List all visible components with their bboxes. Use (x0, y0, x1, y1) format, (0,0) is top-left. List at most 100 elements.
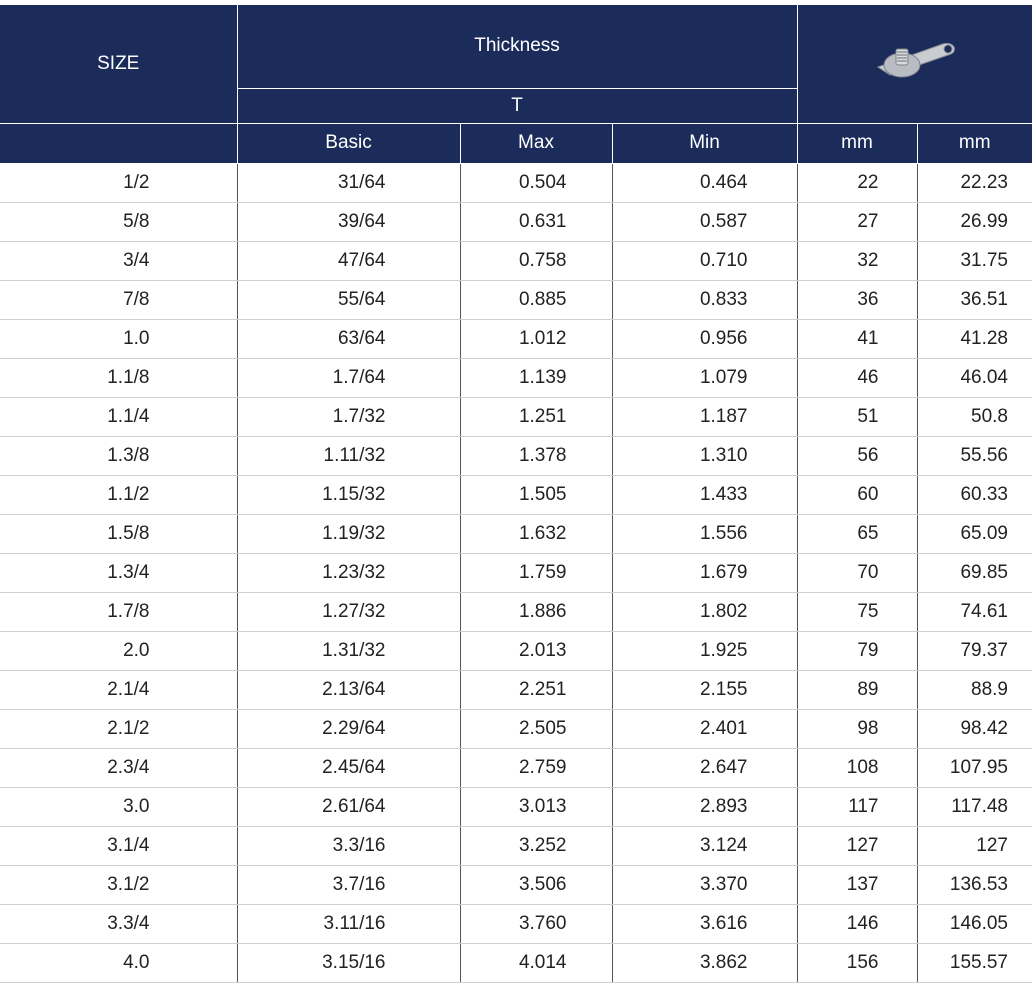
table-cell: 60.33 (917, 475, 1032, 514)
table-cell: 1.310 (612, 436, 797, 475)
table-cell: 2.401 (612, 709, 797, 748)
table-cell: 3.3/4 (0, 904, 237, 943)
table-cell: 56 (797, 436, 917, 475)
table-cell: 3.013 (460, 787, 612, 826)
table-cell: 75 (797, 592, 917, 631)
table-cell: 2.45/64 (237, 748, 460, 787)
table-cell: 1.19/32 (237, 514, 460, 553)
table-cell: 55.56 (917, 436, 1032, 475)
table-cell: 127 (797, 826, 917, 865)
table-cell: 1.3/8 (0, 436, 237, 475)
table-cell: 26.99 (917, 202, 1032, 241)
table-cell: 117 (797, 787, 917, 826)
table-cell: 3.11/16 (237, 904, 460, 943)
table-cell: 41 (797, 319, 917, 358)
table-cell: 7/8 (0, 280, 237, 319)
table-cell: 2.61/64 (237, 787, 460, 826)
table-cell: 31.75 (917, 241, 1032, 280)
table-cell: 0.833 (612, 280, 797, 319)
table-cell: 32 (797, 241, 917, 280)
table-cell: 1.012 (460, 319, 612, 358)
table-cell: 107.95 (917, 748, 1032, 787)
table-cell: 2.1/4 (0, 670, 237, 709)
table-cell: 1.7/64 (237, 358, 460, 397)
table-cell: 63/64 (237, 319, 460, 358)
column-header: Min (612, 123, 797, 163)
table-cell: 4.0 (0, 943, 237, 982)
table-cell: 3.506 (460, 865, 612, 904)
blank-header (0, 123, 237, 163)
table-cell: 2.13/64 (237, 670, 460, 709)
table-cell: 1.1/4 (0, 397, 237, 436)
table-cell: 2.893 (612, 787, 797, 826)
table-cell: 1.1/2 (0, 475, 237, 514)
table-cell: 0.710 (612, 241, 797, 280)
table-cell: 3.252 (460, 826, 612, 865)
table-cell: 1.5/8 (0, 514, 237, 553)
table-cell: 36.51 (917, 280, 1032, 319)
table-cell: 46.04 (917, 358, 1032, 397)
table-cell: 69.85 (917, 553, 1032, 592)
table-cell: 1.679 (612, 553, 797, 592)
table-cell: 0.758 (460, 241, 612, 280)
table-cell: 50.8 (917, 397, 1032, 436)
table-cell: 3.1/2 (0, 865, 237, 904)
table-cell: 55/64 (237, 280, 460, 319)
table-cell: 1.433 (612, 475, 797, 514)
table-cell: 1.251 (460, 397, 612, 436)
table-cell: 1.7/32 (237, 397, 460, 436)
table-cell: 47/64 (237, 241, 460, 280)
table-cell: 146 (797, 904, 917, 943)
table-cell: 117.48 (917, 787, 1032, 826)
table-cell: 0.504 (460, 163, 612, 202)
wrench-icon (870, 31, 960, 91)
table-cell: 89 (797, 670, 917, 709)
table-cell: 88.9 (917, 670, 1032, 709)
table-cell: 0.885 (460, 280, 612, 319)
table-cell: 1.079 (612, 358, 797, 397)
table-cell: 1.31/32 (237, 631, 460, 670)
table-cell: 155.57 (917, 943, 1032, 982)
table-cell: 3.7/16 (237, 865, 460, 904)
table-cell: 1.15/32 (237, 475, 460, 514)
table-cell: 3.616 (612, 904, 797, 943)
table-cell: 137 (797, 865, 917, 904)
table-cell: 1.1/8 (0, 358, 237, 397)
table-cell: 3.124 (612, 826, 797, 865)
table-cell: 3/4 (0, 241, 237, 280)
table-cell: 156 (797, 943, 917, 982)
table-cell: 1.378 (460, 436, 612, 475)
table-cell: 1.3/4 (0, 553, 237, 592)
table-cell: 2.155 (612, 670, 797, 709)
table-cell: 39/64 (237, 202, 460, 241)
table-cell: 41.28 (917, 319, 1032, 358)
table-cell: 79 (797, 631, 917, 670)
table-cell: 3.370 (612, 865, 797, 904)
table-cell: 22.23 (917, 163, 1032, 202)
table-cell: 1.925 (612, 631, 797, 670)
table-cell: 1.505 (460, 475, 612, 514)
thickness-header: Thickness (237, 5, 797, 88)
column-header: Max (460, 123, 612, 163)
table-cell: 1.27/32 (237, 592, 460, 631)
table-cell: 60 (797, 475, 917, 514)
page: {"header": {"size": "SIZE", "thickness":… (0, 0, 1032, 986)
table-cell: 3.15/16 (237, 943, 460, 982)
table-cell: 4.014 (460, 943, 612, 982)
